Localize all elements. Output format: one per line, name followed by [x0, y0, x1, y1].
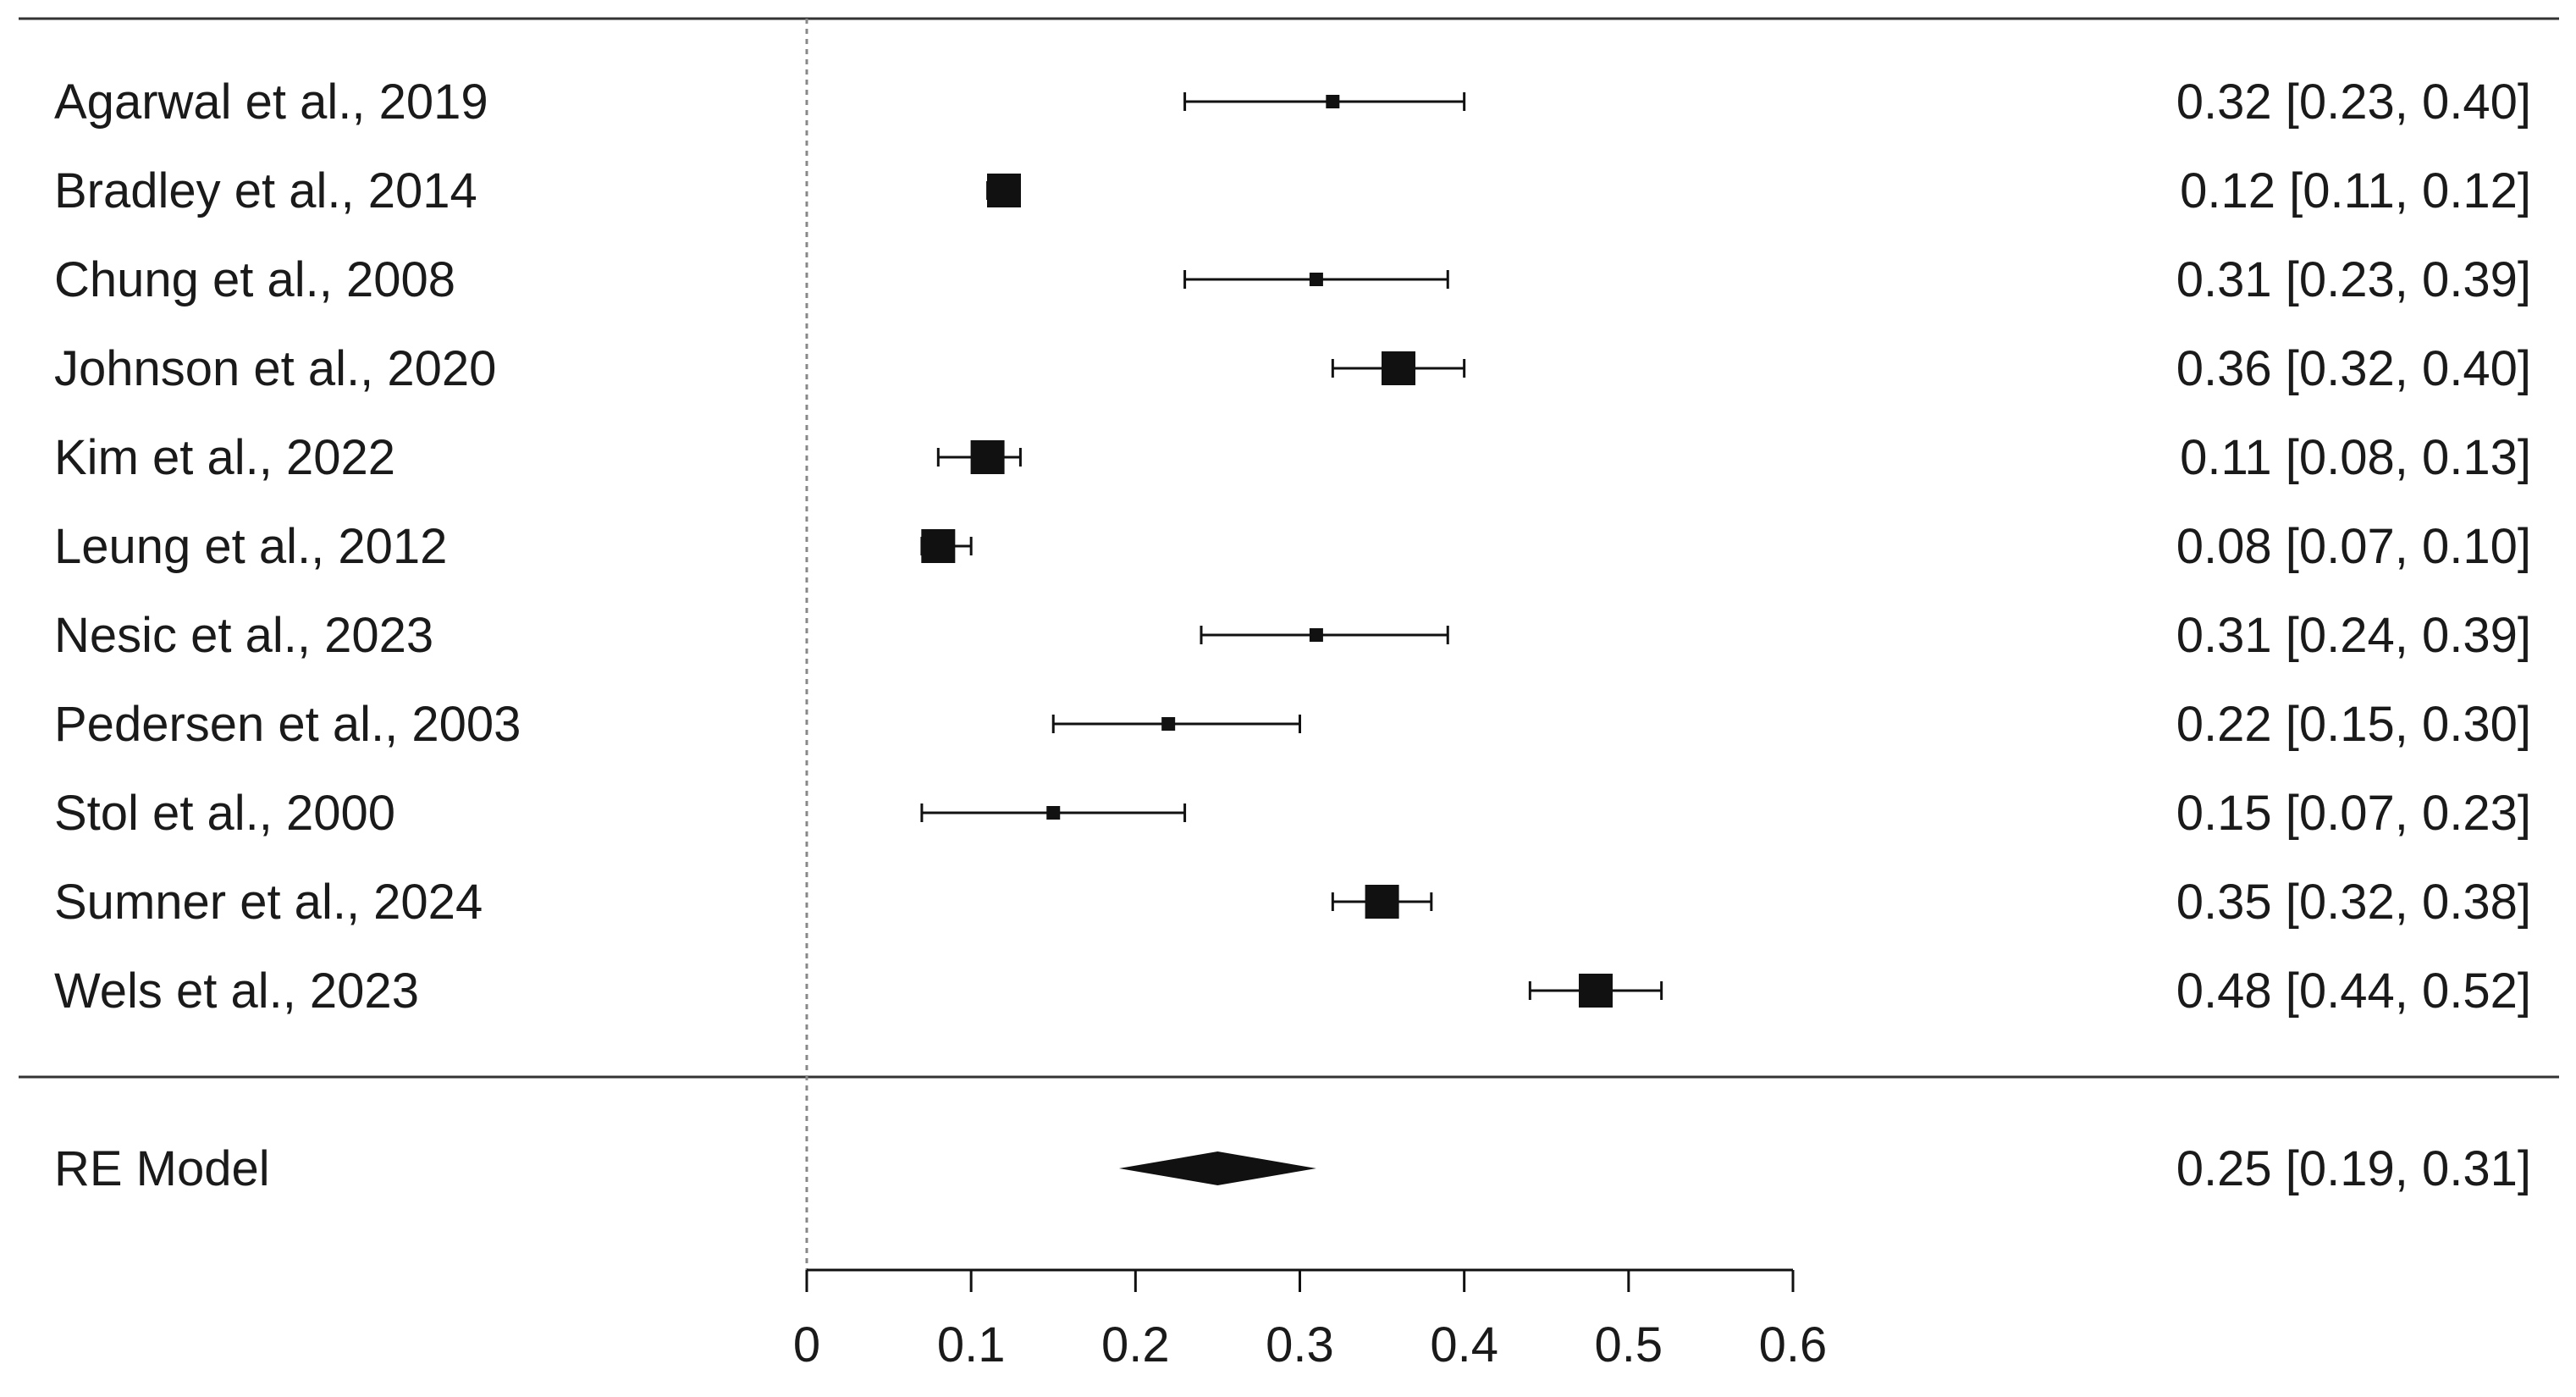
- summary-estimate-ci: 0.25 [0.19, 0.31]: [2176, 1141, 2531, 1196]
- study-row: Chung et al., 2008 0.31 [0.23, 0.39]: [54, 252, 2531, 307]
- x-axis: 0 0.1 0.2 0.3 0.4 0.5 0.6: [793, 1268, 1828, 1372]
- study-label: Kim et al., 2022: [54, 430, 395, 485]
- study-estimate-ci: 0.12 [0.11, 0.12]: [2180, 163, 2531, 218]
- study-label: Nesic et al., 2023: [54, 608, 433, 663]
- study-rows: Agarwal et al., 2019 0.32 [0.23, 0.40] Bra…: [54, 75, 2531, 1019]
- point-estimate-square: [1382, 351, 1415, 385]
- x-tick-label: 0: [793, 1317, 820, 1372]
- x-tick-label: 0.3: [1266, 1317, 1334, 1372]
- x-tick-label: 0.5: [1595, 1317, 1663, 1372]
- x-tick-label: 0.2: [1101, 1317, 1170, 1372]
- point-estimate-square: [1365, 885, 1399, 919]
- study-label: Sumner et al., 2024: [54, 875, 483, 930]
- point-estimate-square: [1309, 628, 1323, 642]
- study-label: Agarwal et al., 2019: [54, 75, 488, 130]
- study-row: Stol et al., 2000 0.15 [0.07, 0.23]: [54, 786, 2531, 841]
- point-estimate-square: [1326, 95, 1340, 108]
- study-row: Bradley et al., 2014 0.12 [0.11, 0.12]: [54, 163, 2531, 218]
- point-estimate-square: [1046, 806, 1061, 820]
- study-row: Sumner et al., 2024 0.35 [0.32, 0.38]: [54, 875, 2531, 930]
- point-estimate-square: [1579, 974, 1613, 1008]
- study-estimate-ci: 0.22 [0.15, 0.30]: [2176, 697, 2531, 752]
- study-row: Kim et al., 2022 0.11 [0.08, 0.13]: [54, 430, 2531, 485]
- study-row: Johnson et al., 2020 0.36 [0.32, 0.40]: [54, 341, 2531, 396]
- study-label: Chung et al., 2008: [54, 252, 455, 307]
- study-estimate-ci: 0.48 [0.44, 0.52]: [2176, 964, 2531, 1019]
- point-estimate-square: [1309, 273, 1323, 286]
- study-label: Leung et al., 2012: [54, 519, 447, 574]
- study-estimate-ci: 0.31 [0.24, 0.39]: [2176, 608, 2531, 663]
- study-row: Wels et al., 2023 0.48 [0.44, 0.52]: [54, 964, 2531, 1019]
- study-estimate-ci: 0.36 [0.32, 0.40]: [2176, 341, 2531, 396]
- summary-diamond: [1118, 1151, 1316, 1185]
- point-estimate-square: [987, 174, 1021, 207]
- point-estimate-square: [970, 440, 1005, 474]
- study-estimate-ci: 0.08 [0.07, 0.10]: [2176, 519, 2531, 574]
- x-tick-label: 0.4: [1430, 1317, 1498, 1372]
- study-label: Johnson et al., 2020: [54, 341, 496, 396]
- study-row: Agarwal et al., 2019 0.32 [0.23, 0.40]: [54, 75, 2531, 130]
- plot-frame: [19, 17, 2559, 1079]
- study-estimate-ci: 0.32 [0.23, 0.40]: [2176, 75, 2531, 130]
- summary-label: RE Model: [54, 1141, 270, 1196]
- study-label: Bradley et al., 2014: [54, 163, 477, 218]
- point-estimate-square: [921, 529, 956, 563]
- study-estimate-ci: 0.11 [0.08, 0.13]: [2180, 430, 2531, 485]
- study-estimate-ci: 0.15 [0.07, 0.23]: [2176, 786, 2531, 841]
- study-estimate-ci: 0.35 [0.32, 0.38]: [2176, 875, 2531, 930]
- x-tick-label: 0.6: [1759, 1317, 1828, 1372]
- study-estimate-ci: 0.31 [0.23, 0.39]: [2176, 252, 2531, 307]
- study-label: Stol et al., 2000: [54, 786, 395, 841]
- study-label: Pedersen et al., 2003: [54, 697, 521, 752]
- study-label: Wels et al., 2023: [54, 964, 419, 1019]
- x-tick-label: 0.1: [937, 1317, 1006, 1372]
- study-row: Nesic et al., 2023 0.31 [0.24, 0.39]: [54, 608, 2531, 663]
- study-row: Leung et al., 2012 0.08 [0.07, 0.10]: [54, 519, 2531, 574]
- summary-row: RE Model 0.25 [0.19, 0.31]: [54, 1141, 2531, 1196]
- study-row: Pedersen et al., 2003 0.22 [0.15, 0.30]: [54, 697, 2531, 752]
- point-estimate-square: [1161, 717, 1176, 731]
